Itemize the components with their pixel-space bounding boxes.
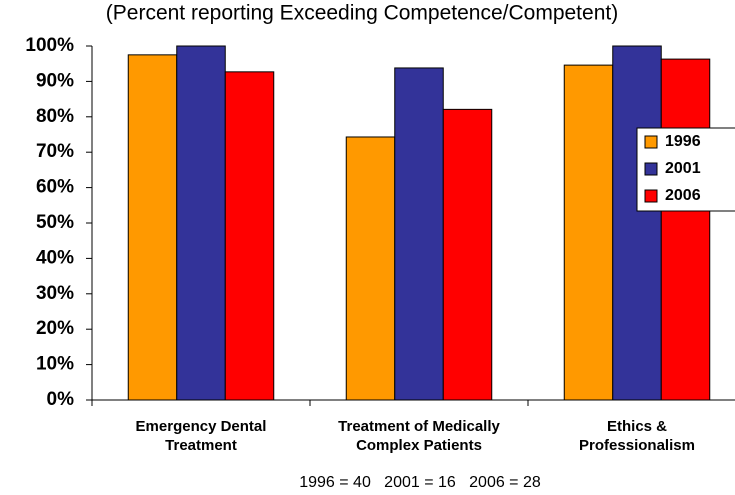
bar: [612, 45, 662, 401]
bar: [127, 54, 178, 401]
y-tick-label: 0%: [47, 389, 75, 410]
bar: [394, 67, 444, 401]
legend-label: 2006: [665, 187, 701, 204]
bar: [224, 71, 275, 401]
y-tick-label: 90%: [36, 70, 74, 91]
bar: [345, 136, 396, 401]
y-tick-label: 80%: [36, 106, 74, 127]
legend-label: 1996: [665, 133, 701, 150]
y-tick-label: 100%: [25, 35, 74, 56]
bar: [563, 64, 614, 401]
annotation: 1996 = 40 2001 = 16 2006 = 28: [299, 474, 541, 491]
y-tick-label: 10%: [36, 354, 74, 375]
x-tick-label: Complex Patients: [356, 437, 482, 454]
y-tick-label: 40%: [36, 247, 74, 268]
y-tick-label: 30%: [36, 283, 74, 304]
x-tick-label: Emergency Dental: [136, 418, 267, 435]
bar: [660, 58, 711, 401]
x-tick-label: Treatment: [165, 437, 237, 454]
y-tick-label: 20%: [36, 318, 74, 339]
chart-subtitle: (Percent reporting Exceeding Competence/…: [106, 2, 618, 25]
x-tick-label: Ethics &: [607, 418, 667, 435]
bar: [442, 108, 493, 401]
x-tick-label: Treatment of Medically: [338, 418, 500, 435]
legend-swatch: [644, 135, 658, 149]
y-tick-label: 50%: [36, 212, 74, 233]
legend-swatch: [644, 162, 658, 176]
x-tick-label: Professionalism: [579, 437, 695, 454]
y-tick-label: 70%: [36, 141, 74, 162]
y-tick-label: 60%: [36, 177, 74, 198]
legend-label: 2001: [665, 160, 701, 177]
legend-swatch: [644, 189, 658, 203]
bar: [176, 45, 226, 401]
